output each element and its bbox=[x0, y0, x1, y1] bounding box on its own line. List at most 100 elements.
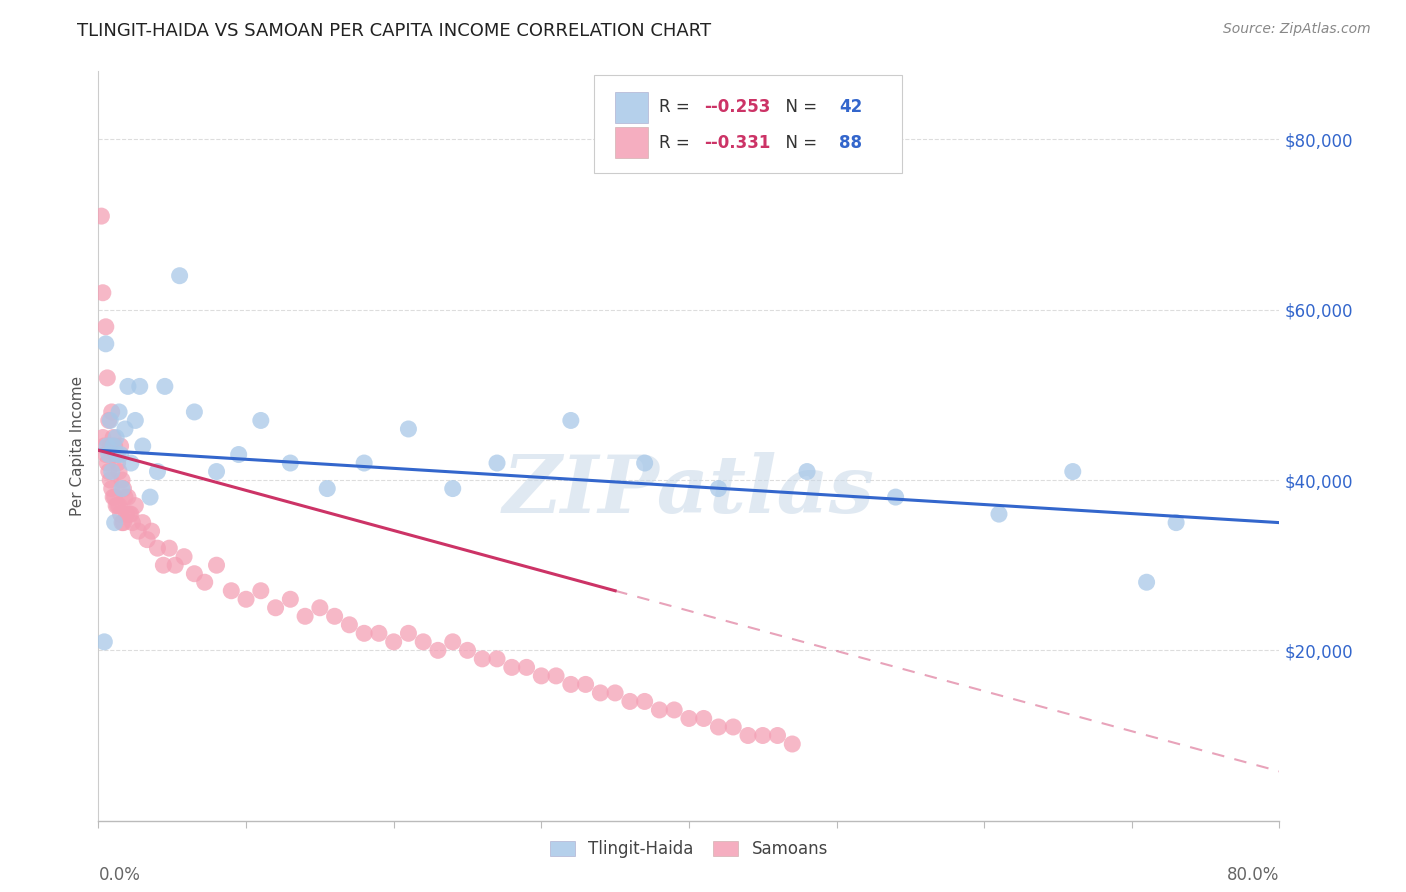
Point bbox=[516, 660, 538, 674]
Point bbox=[194, 575, 217, 590]
Point bbox=[605, 686, 627, 700]
Point bbox=[105, 448, 128, 462]
Point bbox=[108, 499, 131, 513]
Point bbox=[118, 507, 141, 521]
Point bbox=[141, 524, 163, 538]
Point bbox=[94, 336, 117, 351]
Point bbox=[169, 268, 191, 283]
Point bbox=[664, 703, 686, 717]
Text: N =: N = bbox=[775, 134, 823, 152]
Point bbox=[120, 456, 142, 470]
Point bbox=[100, 465, 122, 479]
Point bbox=[412, 635, 434, 649]
Point bbox=[111, 516, 134, 530]
Point bbox=[1062, 465, 1084, 479]
Point bbox=[250, 583, 273, 598]
Point bbox=[136, 533, 159, 547]
Point bbox=[93, 635, 115, 649]
Point bbox=[619, 694, 641, 708]
Point bbox=[121, 516, 143, 530]
Point bbox=[441, 482, 464, 496]
Legend: Tlingit-Haida, Samoans: Tlingit-Haida, Samoans bbox=[543, 833, 835, 864]
Point bbox=[124, 413, 146, 427]
Point bbox=[486, 652, 509, 666]
Point bbox=[782, 737, 804, 751]
Point bbox=[146, 465, 169, 479]
Text: N =: N = bbox=[775, 98, 823, 116]
Point bbox=[707, 720, 730, 734]
Point bbox=[752, 729, 775, 743]
FancyBboxPatch shape bbox=[595, 75, 901, 172]
Text: ZIPatlas: ZIPatlas bbox=[503, 452, 875, 530]
Text: Source: ZipAtlas.com: Source: ZipAtlas.com bbox=[1223, 22, 1371, 37]
Point bbox=[100, 482, 122, 496]
Point bbox=[737, 729, 759, 743]
Point bbox=[707, 482, 730, 496]
Point bbox=[152, 558, 174, 573]
Point bbox=[91, 285, 114, 300]
Text: 42: 42 bbox=[839, 98, 862, 116]
Text: 0.0%: 0.0% bbox=[98, 865, 141, 884]
Point bbox=[132, 439, 155, 453]
Text: 80.0%: 80.0% bbox=[1227, 865, 1279, 884]
Point bbox=[120, 507, 142, 521]
Point bbox=[323, 609, 346, 624]
Point bbox=[107, 456, 129, 470]
Point bbox=[723, 720, 745, 734]
Point bbox=[173, 549, 195, 564]
Point bbox=[339, 617, 361, 632]
Point bbox=[107, 499, 129, 513]
Point bbox=[501, 660, 523, 674]
Point bbox=[471, 652, 494, 666]
Point bbox=[1166, 516, 1188, 530]
Point bbox=[112, 516, 135, 530]
Point bbox=[441, 635, 464, 649]
Point bbox=[988, 507, 1011, 521]
Point bbox=[117, 490, 139, 504]
Point bbox=[153, 379, 176, 393]
Point bbox=[97, 465, 120, 479]
FancyBboxPatch shape bbox=[614, 127, 648, 158]
Point bbox=[205, 465, 228, 479]
Point bbox=[457, 643, 479, 657]
Point bbox=[575, 677, 598, 691]
Point bbox=[634, 694, 657, 708]
Point bbox=[110, 448, 132, 462]
Point bbox=[114, 490, 136, 504]
Point bbox=[648, 703, 671, 717]
Point bbox=[96, 456, 118, 470]
Point bbox=[589, 686, 612, 700]
Point bbox=[294, 609, 316, 624]
Point bbox=[157, 541, 180, 556]
Text: 88: 88 bbox=[839, 134, 862, 152]
Point bbox=[368, 626, 391, 640]
Point bbox=[884, 490, 907, 504]
Point bbox=[560, 677, 582, 691]
Point bbox=[486, 456, 509, 470]
Point bbox=[104, 439, 127, 453]
Point bbox=[96, 371, 118, 385]
Point bbox=[111, 482, 134, 496]
Text: R =: R = bbox=[659, 98, 696, 116]
Point bbox=[110, 507, 132, 521]
Point bbox=[530, 669, 553, 683]
Point bbox=[205, 558, 228, 573]
Point bbox=[427, 643, 450, 657]
Point bbox=[353, 626, 375, 640]
Text: --0.253: --0.253 bbox=[704, 98, 770, 116]
Point bbox=[98, 473, 121, 487]
Point bbox=[104, 490, 127, 504]
Point bbox=[114, 422, 136, 436]
Point bbox=[108, 465, 131, 479]
Point bbox=[634, 456, 657, 470]
Point bbox=[309, 600, 332, 615]
Point bbox=[103, 490, 125, 504]
Point bbox=[353, 456, 375, 470]
Point bbox=[104, 516, 127, 530]
Point bbox=[316, 482, 339, 496]
Point bbox=[183, 566, 205, 581]
Point bbox=[165, 558, 187, 573]
Point bbox=[146, 541, 169, 556]
Point bbox=[124, 499, 146, 513]
Point bbox=[107, 448, 129, 462]
